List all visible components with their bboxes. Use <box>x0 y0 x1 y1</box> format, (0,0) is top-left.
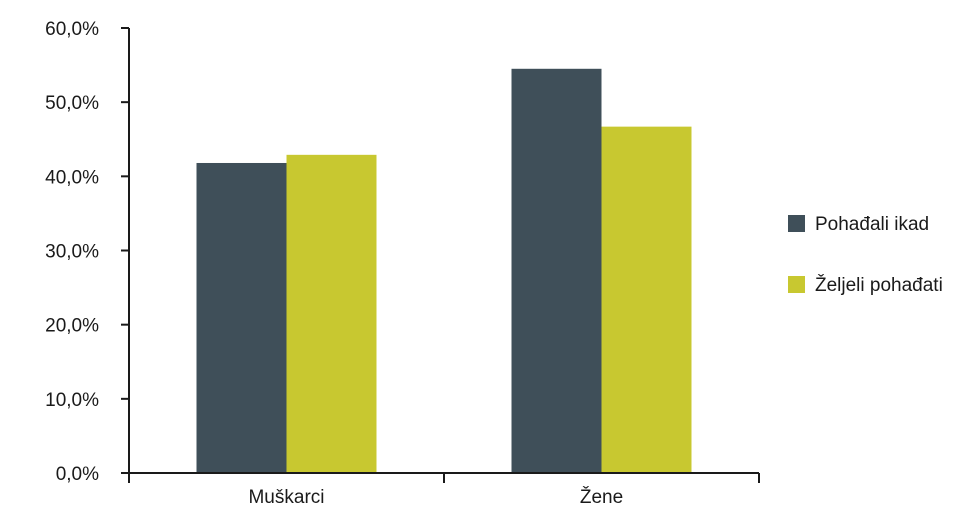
bar-2-1 <box>286 154 377 473</box>
y-tick-label: 40,0% <box>45 167 99 188</box>
legend-swatch-1 <box>788 215 805 232</box>
legend-label-1: Pohađali ikad <box>815 214 929 235</box>
bar-1-2 <box>511 68 602 474</box>
y-tick-label: 10,0% <box>45 390 99 411</box>
y-tick-label: 60,0% <box>45 19 99 40</box>
legend-swatch-2 <box>788 276 805 293</box>
legend: Pohađali ikad Željeli pohađati <box>788 214 943 296</box>
axes: 0,0% 10,0% 20,0% 30,0% 40,0% 50,0% 60,0% Muškar… <box>45 19 760 508</box>
y-tick-label: 0,0% <box>56 464 99 485</box>
bars <box>196 68 692 474</box>
bar-1-1 <box>196 162 287 473</box>
y-tick-label: 20,0% <box>45 316 99 337</box>
y-tick-label: 30,0% <box>45 242 99 263</box>
y-tick-label: 50,0% <box>45 93 99 114</box>
legend-label-2: Željeli pohađati <box>815 274 943 296</box>
bar-2-2 <box>601 126 692 474</box>
x-category-label: Muškarci <box>248 487 324 508</box>
x-category-label: Žene <box>580 486 623 508</box>
